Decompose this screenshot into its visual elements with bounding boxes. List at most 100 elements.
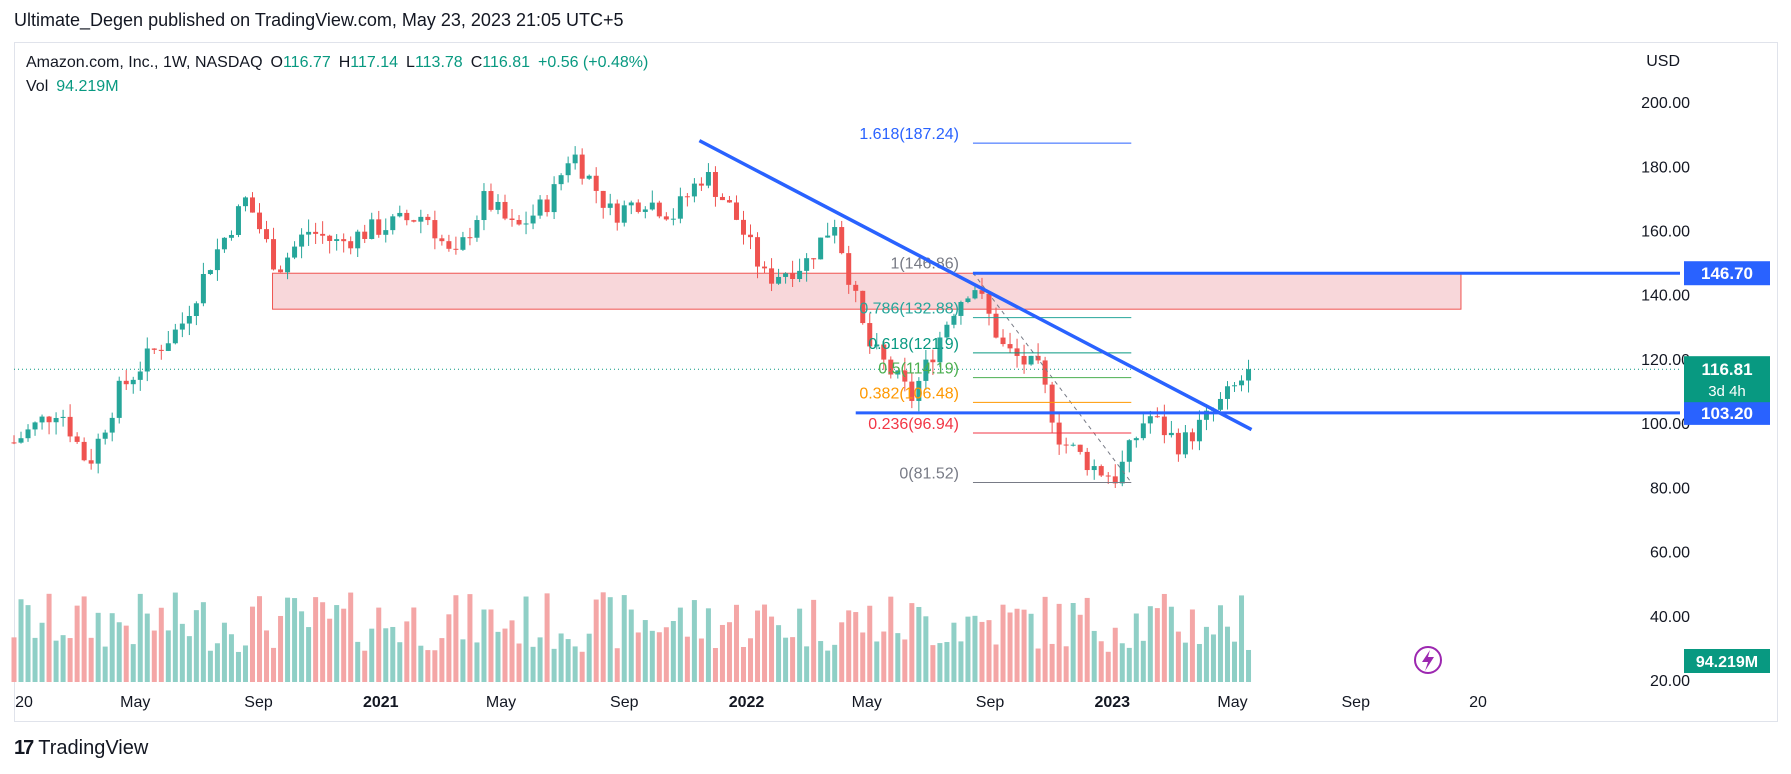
candle-body[interactable] [888,359,894,375]
candle-body[interactable] [481,191,487,221]
candle-body[interactable] [1112,476,1118,484]
candle-body[interactable] [264,229,270,240]
candle-body[interactable] [1154,416,1160,418]
candle-body[interactable] [965,298,971,303]
tradingview-logo[interactable]: 17 TradingView [14,737,148,760]
candle-body[interactable] [1147,416,1153,424]
candle-body[interactable] [376,219,382,235]
candle-body[interactable] [1063,444,1069,446]
candle-body[interactable] [1035,355,1041,361]
candle-body[interactable] [299,234,305,247]
candle-body[interactable] [292,246,298,258]
candle-body[interactable] [1000,337,1006,345]
candle-body[interactable] [495,201,501,210]
candle-body[interactable] [383,230,389,235]
candle-body[interactable] [1203,410,1209,420]
candle-body[interactable] [881,344,887,360]
candle-body[interactable] [1175,432,1181,455]
candle-body[interactable] [937,337,943,363]
candle-body[interactable] [60,416,66,418]
candle-body[interactable] [628,202,634,206]
candle-body[interactable] [1140,423,1146,439]
candle-body[interactable] [551,184,557,213]
candle-body[interactable] [151,348,157,350]
candle-body[interactable] [25,429,31,439]
candle-body[interactable] [923,359,929,381]
candle-body[interactable] [235,206,241,235]
candle-body[interactable] [200,274,206,304]
candle-body[interactable] [642,209,648,212]
candle-body[interactable] [1042,360,1048,385]
candle-body[interactable] [109,417,115,433]
candle-body[interactable] [137,371,143,380]
candle-body[interactable] [972,290,978,299]
candle-body[interactable] [621,205,627,223]
candle-body[interactable] [123,380,129,385]
candle-body[interactable] [516,219,522,225]
candle-body[interactable] [242,197,248,207]
candle-body[interactable] [853,284,859,291]
candle-body[interactable] [684,196,690,198]
candle-body[interactable] [986,293,992,314]
candle-body[interactable] [1021,355,1027,365]
candle-body[interactable] [1189,432,1195,442]
candle-body[interactable] [130,379,136,385]
candle-body[interactable] [1056,422,1062,445]
candle-body[interactable] [649,202,655,210]
candle-body[interactable] [446,241,452,249]
candle-body[interactable] [193,303,199,317]
candle-body[interactable] [537,199,543,216]
candle-body[interactable] [712,172,718,197]
candle-body[interactable] [719,196,725,201]
candle-body[interactable] [670,218,676,220]
candle-body[interactable] [733,202,739,220]
candle-body[interactable] [1161,416,1167,436]
candle-body[interactable] [523,223,529,225]
candle-body[interactable] [1224,386,1230,399]
candle-body[interactable] [320,233,326,236]
candle-body[interactable] [867,323,873,347]
candle-body[interactable] [614,203,620,223]
candle-body[interactable] [726,200,732,203]
candle-body[interactable] [797,270,803,280]
candle-body[interactable] [663,216,669,220]
candle-body[interactable] [1196,419,1202,442]
candle-body[interactable] [895,370,901,375]
candle-body[interactable] [993,313,999,338]
candle-body[interactable] [656,202,662,217]
candle-body[interactable] [811,258,817,260]
candle-body[interactable] [1091,466,1097,471]
candle-body[interactable] [832,227,838,236]
candle-body[interactable] [572,154,578,164]
candle-body[interactable] [790,273,796,280]
candle-body[interactable] [207,270,213,275]
candle-body[interactable] [635,202,641,212]
candle-body[interactable] [369,219,375,239]
candle-body[interactable] [404,212,410,221]
candle-body[interactable] [951,315,957,325]
candle-body[interactable] [67,416,73,437]
candle-body[interactable] [271,239,277,270]
candle-body[interactable] [1077,444,1083,452]
candle-body[interactable] [698,183,704,186]
candle-body[interactable] [348,241,354,249]
candle-body[interactable] [740,219,746,235]
candle-body[interactable] [1126,440,1132,462]
candle-body[interactable] [39,416,45,423]
candle-body[interactable] [313,231,319,234]
candle-body[interactable] [1133,438,1139,441]
descending-trendline[interactable] [698,139,1253,432]
candle-body[interactable] [1007,344,1013,349]
candle-body[interactable] [285,257,291,273]
candle-body[interactable] [341,239,347,242]
candle-body[interactable] [502,201,508,219]
candle-body[interactable] [418,216,424,222]
candle-body[interactable] [705,172,711,186]
candle-body[interactable] [902,370,908,382]
candle-body[interactable] [762,266,768,269]
candle-body[interactable] [1105,475,1111,477]
candle-body[interactable] [958,302,964,316]
candle-body[interactable] [804,258,810,271]
candle-body[interactable] [1217,398,1223,410]
candle-body[interactable] [860,290,866,324]
